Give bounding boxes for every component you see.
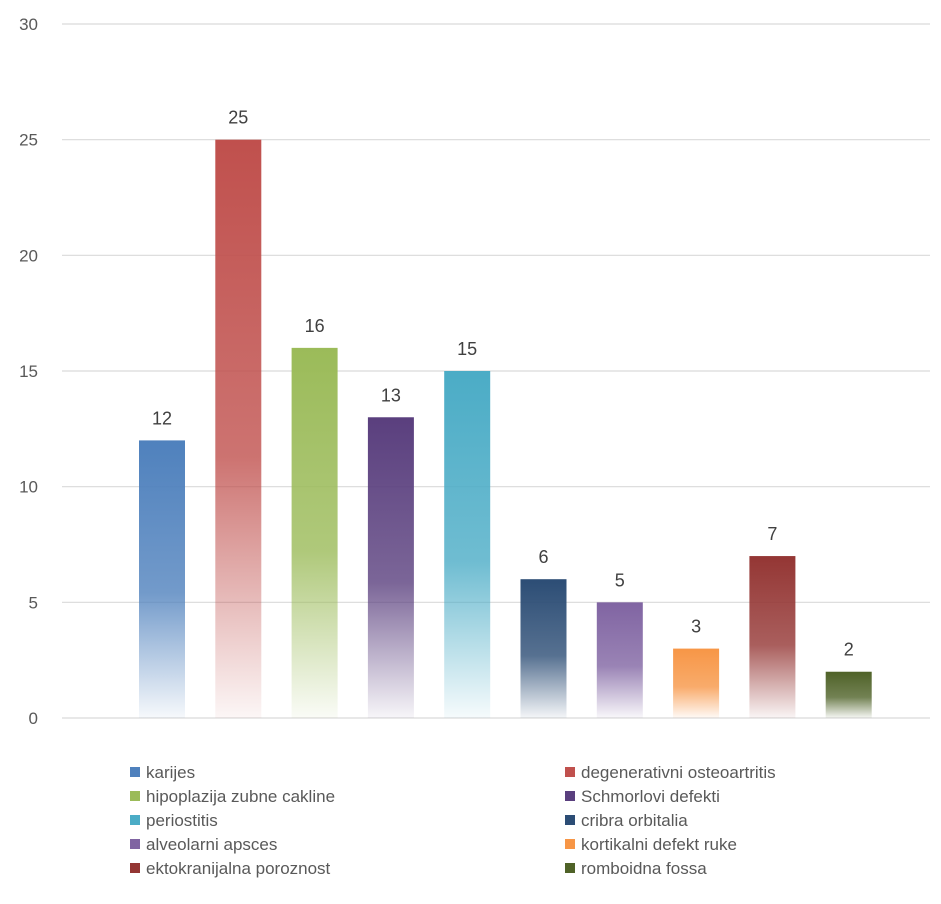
data-label: 6 <box>538 547 548 567</box>
legend: karijes degenerativni osteoartritis hipopl… <box>130 763 776 878</box>
data-label: 7 <box>767 524 777 544</box>
legend-swatch <box>130 791 140 801</box>
data-label: 16 <box>305 316 325 336</box>
legend-swatch <box>130 815 140 825</box>
bar <box>444 371 491 718</box>
gridlines <box>62 23 930 719</box>
legend-swatch <box>565 839 575 849</box>
y-tick-label: 20 <box>19 246 38 265</box>
legend-swatch <box>565 815 575 825</box>
y-tick-label: 5 <box>29 593 38 612</box>
legend-item: karijes <box>130 763 195 782</box>
data-label: 25 <box>228 108 248 128</box>
y-tick-label: 0 <box>29 709 38 728</box>
legend-label: periostitis <box>146 811 218 830</box>
data-label: 3 <box>691 617 701 637</box>
y-axis-tick-labels: 0 5 10 15 20 25 30 <box>19 15 38 728</box>
bar <box>825 671 872 718</box>
y-tick-label: 25 <box>19 131 38 150</box>
bar <box>367 417 414 718</box>
y-tick-label: 10 <box>19 478 38 497</box>
legend-item: cribra orbitalia <box>565 811 688 830</box>
legend-label: alveolarni apsces <box>146 835 277 854</box>
legend-label: kortikalni defekt ruke <box>581 835 737 854</box>
legend-label: Schmorlovi defekti <box>581 787 720 806</box>
bar <box>749 556 796 718</box>
legend-item: ektokranijalna poroznost <box>130 859 331 878</box>
data-labels: 12 25 16 13 15 6 5 3 7 2 <box>152 108 854 660</box>
legend-label: hipoplazija zubne cakline <box>146 787 335 806</box>
legend-swatch <box>130 863 140 873</box>
bar <box>520 579 567 718</box>
legend-item: kortikalni defekt ruke <box>565 835 737 854</box>
data-label: 15 <box>457 339 477 359</box>
y-tick-label: 15 <box>19 362 38 381</box>
legend-label: degenerativni osteoartritis <box>581 763 776 782</box>
bar <box>215 139 262 718</box>
legend-swatch <box>130 839 140 849</box>
legend-swatch <box>565 863 575 873</box>
legend-swatch <box>130 767 140 777</box>
bar <box>596 602 643 718</box>
legend-item: alveolarni apsces <box>130 835 277 854</box>
bar <box>673 648 720 718</box>
legend-label: cribra orbitalia <box>581 811 688 830</box>
bar <box>139 440 185 718</box>
legend-item: Schmorlovi defekti <box>565 787 720 806</box>
data-label: 5 <box>615 570 625 590</box>
legend-swatch <box>565 767 575 777</box>
legend-item: degenerativni osteoartritis <box>565 763 776 782</box>
legend-label: karijes <box>146 763 195 782</box>
legend-label: ektokranijalna poroznost <box>146 859 331 878</box>
legend-item: hipoplazija zubne cakline <box>130 787 335 806</box>
data-label: 12 <box>152 408 172 428</box>
y-tick-label: 30 <box>19 15 38 34</box>
legend-item: romboidna fossa <box>565 859 707 878</box>
bars <box>139 139 872 718</box>
legend-item: periostitis <box>130 811 218 830</box>
data-label: 13 <box>381 385 401 405</box>
legend-label: romboidna fossa <box>581 859 707 878</box>
legend-swatch <box>565 791 575 801</box>
data-label: 2 <box>844 640 854 660</box>
bar <box>291 347 338 718</box>
